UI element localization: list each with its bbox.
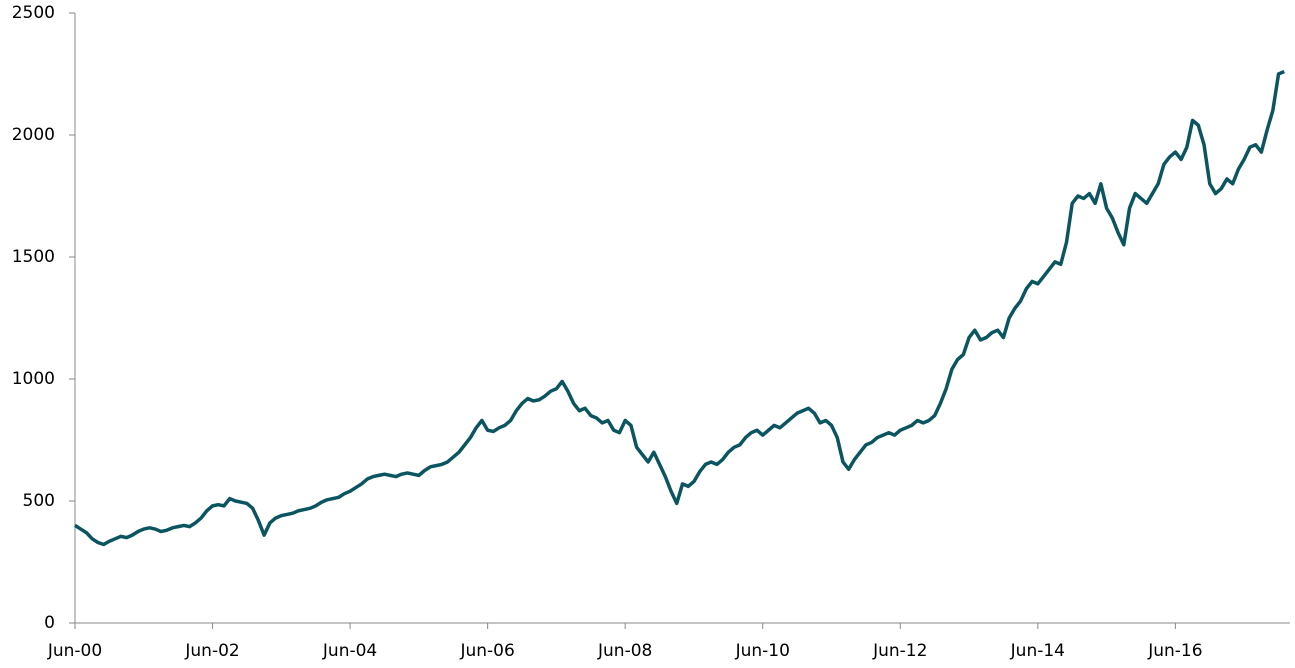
x-tick-label: Jun-04 bbox=[322, 641, 377, 661]
y-tick-label: 0 bbox=[44, 613, 55, 633]
y-tick-label: 500 bbox=[23, 491, 55, 511]
y-tick-label: 1000 bbox=[12, 369, 55, 389]
y-tick-label: 2000 bbox=[12, 125, 55, 145]
x-tick-label: Jun-08 bbox=[597, 641, 652, 661]
y-tick-label: 2500 bbox=[12, 3, 55, 23]
x-tick-label: Jun-06 bbox=[459, 641, 514, 661]
x-tick-label: Jun-14 bbox=[1010, 641, 1065, 661]
x-tick-label: Jun-16 bbox=[1147, 641, 1202, 661]
x-tick-label: Jun-02 bbox=[184, 641, 239, 661]
x-tick-label: Jun-10 bbox=[735, 641, 790, 661]
line-series bbox=[74, 69, 1285, 547]
x-tick-label: Jun-12 bbox=[872, 641, 927, 661]
y-tick-label: 1500 bbox=[12, 247, 55, 267]
x-tick-label: Jun-00 bbox=[47, 641, 102, 661]
